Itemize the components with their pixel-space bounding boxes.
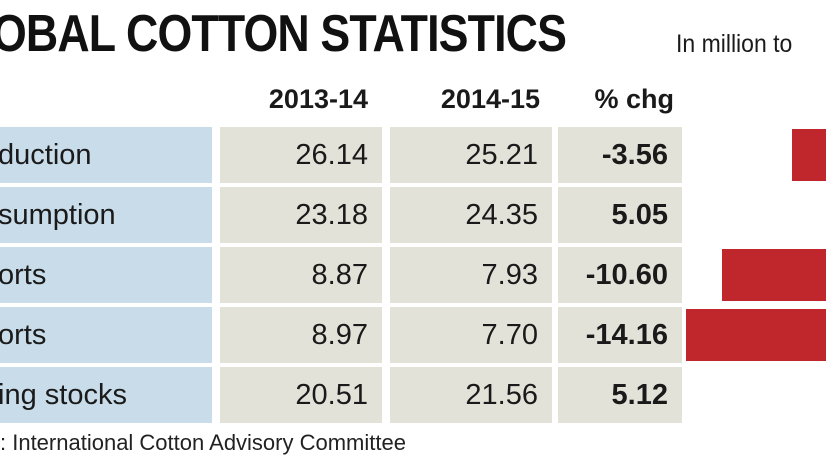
change-bar-track [686, 367, 826, 423]
change-bar [721, 249, 826, 301]
row-label: ing stocks [0, 379, 127, 411]
change-bar-track [686, 127, 826, 183]
change-bar-track [686, 307, 826, 363]
chart-title: OBAL COTTON STATISTICS [0, 5, 567, 63]
column-header-2013-14: 2013-14 [268, 84, 368, 114]
row-label-cell: orts [0, 307, 212, 363]
source-note: : International Cotton Advisory Committe… [0, 430, 406, 455]
column-header-pct-change: % chg [594, 84, 674, 114]
value-2014-15: 21.56 [390, 367, 552, 423]
change-bar [792, 129, 826, 181]
value-2014-15: 25.21 [390, 127, 552, 183]
row-label: orts [0, 319, 47, 351]
value-2014-15: 24.35 [390, 187, 552, 243]
value-pct-change: -10.60 [558, 247, 682, 303]
row-label: orts [0, 259, 47, 291]
row-label-cell: sumption [0, 187, 212, 243]
value-pct-change: -14.16 [558, 307, 682, 363]
value-2013-14: 8.87 [220, 247, 382, 303]
value-pct-change: 5.05 [558, 187, 682, 243]
row-label: duction [0, 139, 92, 171]
change-bar-track [686, 187, 826, 243]
change-bar [686, 309, 826, 361]
row-label-cell: ing stocks [0, 367, 212, 423]
value-pct-change: 5.12 [558, 367, 682, 423]
row-label-cell: duction [0, 127, 212, 183]
value-2013-14: 8.97 [220, 307, 382, 363]
value-2013-14: 23.18 [220, 187, 382, 243]
change-bar-track [686, 247, 826, 303]
value-pct-change: -3.56 [558, 127, 682, 183]
value-2014-15: 7.93 [390, 247, 552, 303]
unit-note: In million to [676, 30, 793, 58]
value-2013-14: 26.14 [220, 127, 382, 183]
value-2014-15: 7.70 [390, 307, 552, 363]
row-label-cell: orts [0, 247, 212, 303]
row-label: sumption [0, 199, 116, 231]
column-header-2014-15: 2014-15 [440, 84, 540, 114]
value-2013-14: 20.51 [220, 367, 382, 423]
